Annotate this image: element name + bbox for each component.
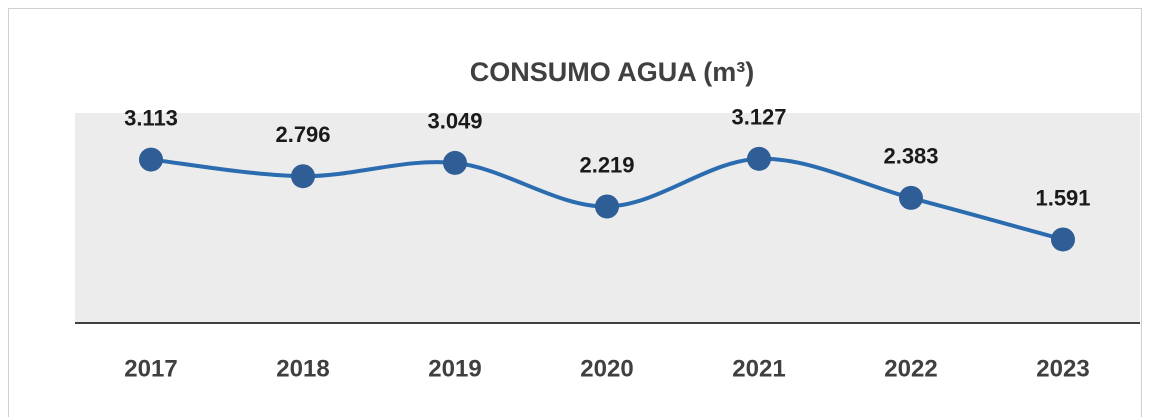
x-tick-label: 2020 bbox=[580, 355, 633, 382]
data-label: 3.127 bbox=[731, 105, 786, 130]
data-label: 2.219 bbox=[579, 152, 634, 177]
data-point bbox=[595, 194, 619, 219]
x-tick-label: 2017 bbox=[124, 355, 177, 382]
data-point bbox=[747, 146, 771, 171]
data-point bbox=[443, 150, 467, 175]
chart-title: CONSUMO AGUA (m³) bbox=[470, 57, 754, 87]
x-tick-label: 2018 bbox=[276, 355, 329, 382]
data-label: 3.049 bbox=[427, 109, 482, 134]
x-tick-label: 2019 bbox=[428, 355, 481, 382]
data-point bbox=[1051, 227, 1075, 252]
data-label: 2.383 bbox=[883, 144, 938, 169]
x-tick-label: 2023 bbox=[1036, 355, 1089, 382]
data-label: 2.796 bbox=[275, 122, 330, 147]
data-label: 3.113 bbox=[124, 105, 178, 130]
data-point bbox=[291, 164, 315, 189]
data-point bbox=[899, 185, 923, 210]
data-point bbox=[139, 147, 163, 172]
x-tick-label: 2021 bbox=[732, 355, 785, 382]
data-label: 1.591 bbox=[1035, 185, 1090, 210]
x-tick-label: 2022 bbox=[884, 355, 937, 382]
